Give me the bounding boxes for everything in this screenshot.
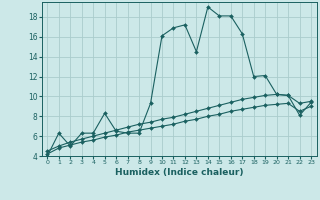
X-axis label: Humidex (Indice chaleur): Humidex (Indice chaleur) [115,168,244,177]
